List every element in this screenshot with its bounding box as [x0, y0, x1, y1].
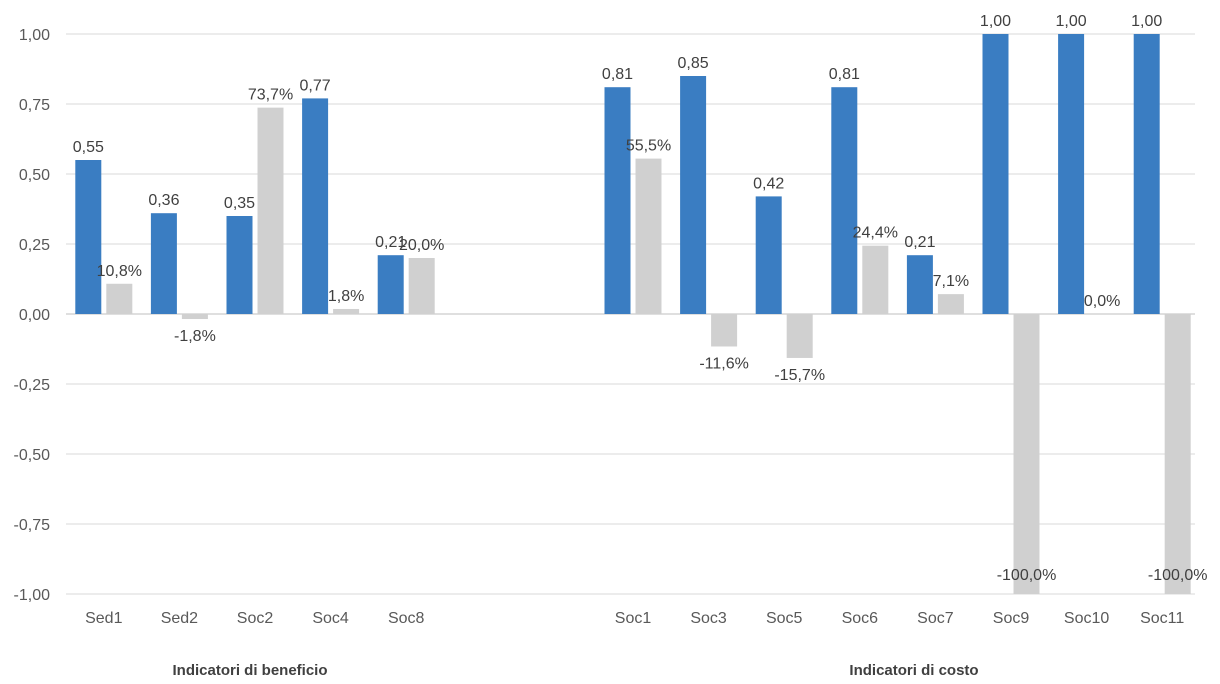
group-title: Indicatori di beneficio [172, 662, 327, 679]
x-tick-label: Soc1 [615, 610, 652, 627]
x-tick-label: Sed1 [85, 610, 122, 627]
data-label: 7,1% [933, 273, 969, 290]
data-label: -100,0% [1148, 567, 1208, 584]
data-label: -11,6% [699, 355, 749, 372]
data-label: 0,81 [602, 66, 633, 83]
x-tick-label: Soc6 [842, 610, 879, 627]
bar-series-1 [906, 255, 933, 314]
bar-series-1 [150, 213, 177, 314]
bar-series-1 [377, 255, 404, 314]
group-title: Indicatori di costo [849, 662, 978, 679]
bar-series-2 [711, 314, 738, 347]
bar-series-1 [1133, 34, 1160, 314]
data-label: 0,55 [73, 139, 104, 156]
y-tick-label: -0,25 [14, 377, 51, 394]
data-label: 0,36 [148, 192, 179, 209]
bar-series-2 [635, 158, 662, 314]
bar-series-1 [755, 196, 782, 314]
bar-series-1 [982, 34, 1009, 314]
bar-series-2 [257, 107, 284, 314]
bar-series-2 [181, 314, 208, 320]
bar-series-2 [937, 294, 964, 314]
y-axis-tick-labels: 1,00 0,75 0,50 0,25 0,00 -0,25 -0,50 -0,75 -1,00 [14, 27, 51, 604]
data-label: 0,81 [829, 66, 860, 83]
x-tick-label: Soc4 [312, 610, 349, 627]
y-tick-label: -0,75 [14, 517, 51, 534]
data-label: 10,8% [97, 263, 142, 280]
bar-series-1 [75, 160, 102, 314]
data-label: 55,5% [626, 138, 671, 155]
bar-series-2 [106, 283, 133, 314]
x-tick-label: Soc5 [766, 610, 803, 627]
data-label: 0,21 [375, 234, 406, 251]
data-label: 0,35 [224, 195, 255, 212]
bar-series-1 [226, 216, 253, 314]
bar-series-1 [831, 87, 858, 314]
data-label: 0,42 [753, 175, 784, 192]
group-titles: Indicatori di beneficio Indicatori di cos… [172, 662, 978, 679]
bars [75, 34, 1191, 594]
data-label: 73,7% [248, 87, 293, 104]
y-tick-label: 0,25 [19, 237, 50, 254]
data-label: 1,00 [980, 13, 1011, 30]
y-tick-label: 0,50 [19, 167, 50, 184]
bar-series-2 [862, 245, 889, 314]
x-tick-label: Soc3 [690, 610, 727, 627]
data-label: 0,77 [300, 77, 331, 94]
bar-series-1 [302, 98, 329, 315]
bar-series-1 [1058, 34, 1085, 314]
x-tick-label: Soc8 [388, 610, 425, 627]
x-tick-label: Soc7 [917, 610, 954, 627]
data-label: 24,4% [853, 225, 898, 242]
x-tick-label: Sed2 [161, 610, 198, 627]
x-axis-tick-labels: Sed1 Sed2 Soc2 Soc4 Soc8 Soc1 Soc3 Soc5 Soc6 Soc7… [85, 610, 1184, 627]
y-tick-label: 0,75 [19, 97, 50, 114]
bar-series-2 [408, 258, 435, 314]
y-tick-label: 0,00 [19, 307, 50, 324]
y-tick-label: -1,00 [14, 587, 51, 604]
data-label: 20,0% [399, 237, 444, 254]
y-tick-label: -0,50 [14, 447, 51, 464]
x-tick-label: Soc2 [237, 610, 274, 627]
bar-series-2 [333, 308, 360, 314]
data-label: 0,21 [904, 234, 935, 251]
data-label: 1,8% [328, 288, 364, 305]
x-tick-label: Soc10 [1064, 610, 1109, 627]
data-label: -100,0% [997, 567, 1057, 584]
data-label: 0,0% [1084, 293, 1120, 310]
data-label: -1,8% [174, 328, 216, 345]
y-tick-label: 1,00 [19, 27, 50, 44]
data-label: 1,00 [1131, 13, 1162, 30]
bar-series-1 [680, 76, 707, 314]
bar-series-1 [604, 87, 631, 314]
bar-series-2 [786, 314, 813, 358]
x-tick-label: Soc9 [993, 610, 1030, 627]
data-label: 1,00 [1056, 13, 1087, 30]
bar-series-2 [1013, 314, 1040, 594]
bar-series-2 [1164, 314, 1191, 594]
x-tick-label: Soc11 [1140, 610, 1184, 627]
data-label: 0,85 [678, 55, 709, 72]
data-label: -15,7% [774, 367, 825, 384]
data-labels: 0,5510,8%0,36-1,8%0,3573,7%0,771,8%0,212… [73, 13, 1208, 584]
